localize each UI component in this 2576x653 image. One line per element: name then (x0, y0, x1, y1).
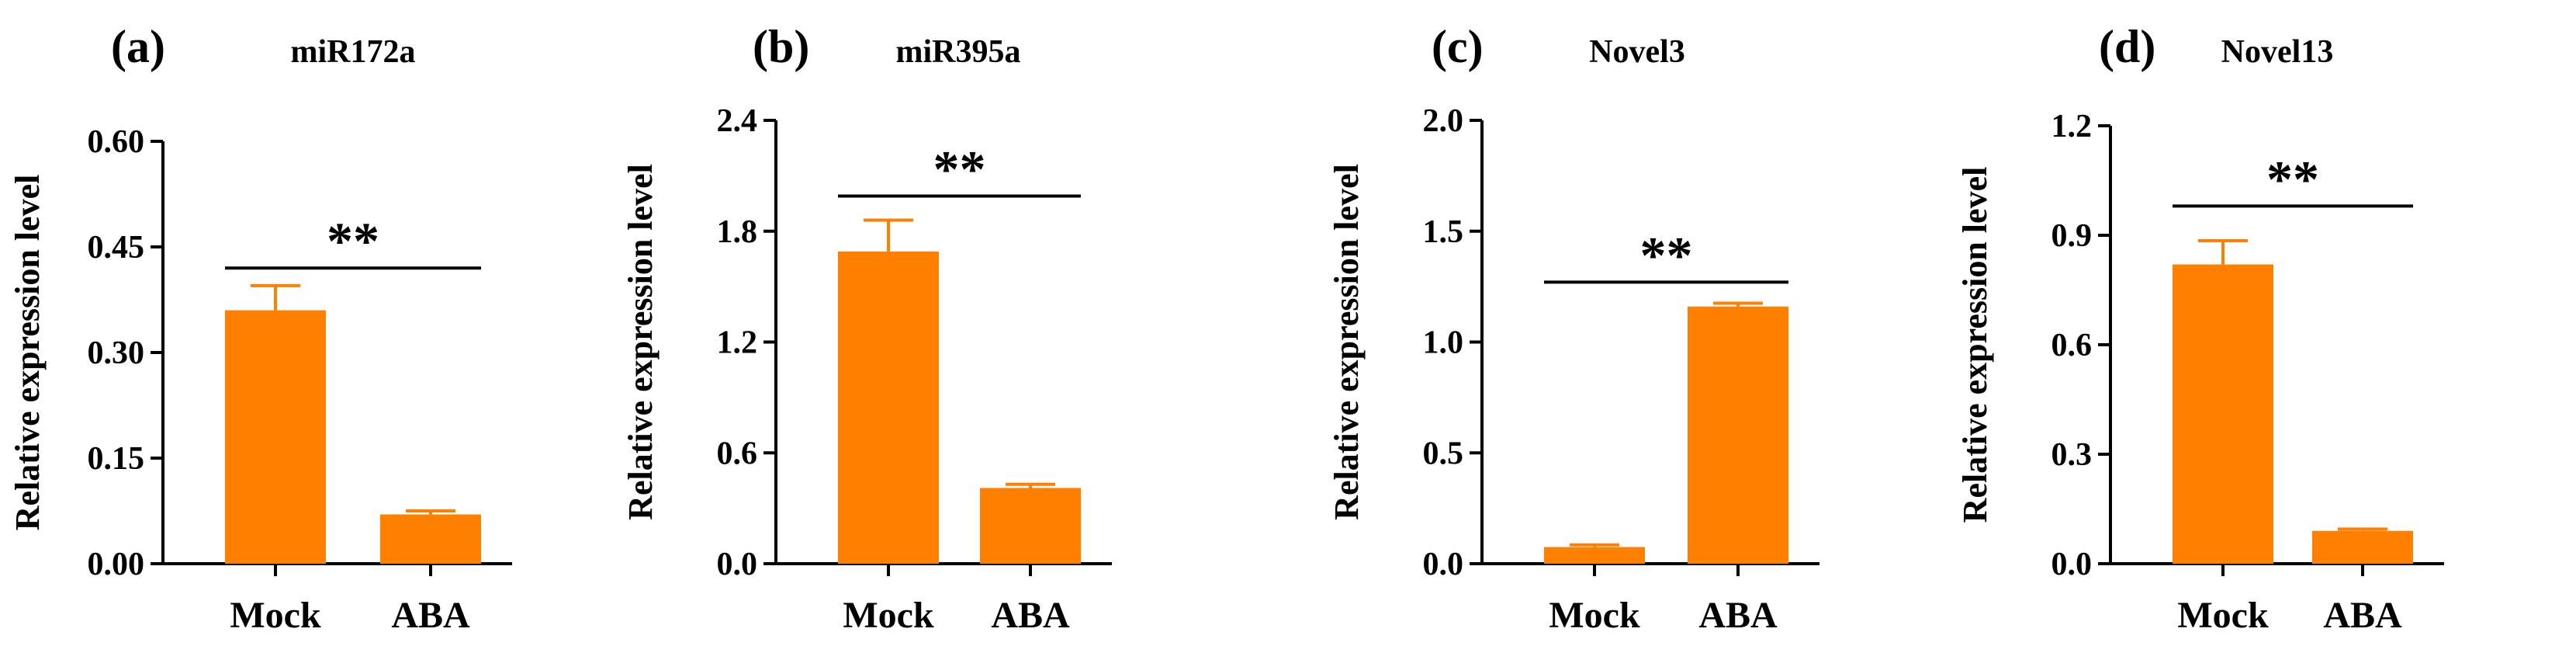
y-axis-label: Relative expression level (1328, 164, 1366, 520)
y-tick-label: 0.60 (88, 124, 145, 160)
x-tick-label: ABA (391, 595, 470, 636)
significance-label: ** (327, 211, 379, 270)
panel-label: (a) (111, 21, 165, 72)
significance-label: ** (1640, 225, 1693, 284)
x-tick-label: Mock (843, 595, 934, 636)
y-tick-label: 2.4 (717, 103, 758, 139)
y-tick-label: 1.0 (1423, 325, 1464, 361)
y-tick-label: 0.6 (2051, 328, 2093, 363)
bar-aba (1688, 306, 1788, 564)
x-tick-label: ABA (991, 595, 1070, 636)
bar-aba (380, 514, 481, 564)
chart-title: Novel13 (2221, 34, 2334, 70)
y-tick-label: 1.5 (1423, 214, 1464, 250)
chart-panel-d: (d) Novel13 0.0 0.3 0.6 0.9 1.2 Relative expres… (1956, 21, 2444, 636)
y-tick-label: 0.0 (717, 547, 758, 582)
y-tick-label: 0.3 (2051, 437, 2093, 473)
y-tick-label: 0.0 (1423, 547, 1464, 582)
chart-title: Novel3 (1589, 34, 1685, 70)
bar-mock (1544, 547, 1645, 564)
panel-label: (b) (753, 21, 809, 72)
chart-title: miR172a (291, 34, 416, 70)
bar-aba (2312, 530, 2413, 564)
y-tick-label: 0.15 (88, 441, 145, 477)
chart-panel-a: (a) miR172a 0.00 0.15 0.30 0.45 0.60 Relative e… (9, 21, 512, 636)
x-tick-label: Mock (1549, 595, 1640, 636)
y-tick-label: 0.6 (717, 436, 758, 471)
significance-label: ** (2266, 149, 2319, 208)
y-tick-label: 0.45 (88, 230, 145, 266)
y-tick-label: 0.5 (1423, 436, 1464, 471)
x-tick-label: Mock (230, 595, 321, 636)
panel-label: (d) (2099, 21, 2155, 72)
y-tick-label: 2.0 (1423, 103, 1464, 139)
y-tick-label: 1.8 (717, 214, 758, 250)
y-tick-label: 0.00 (88, 547, 145, 582)
y-tick-label: 1.2 (717, 325, 758, 361)
x-tick-label: ABA (2323, 595, 2402, 636)
bar-aba (980, 488, 1081, 564)
chart-title: miR395a (896, 34, 1021, 70)
x-tick-label: ABA (1698, 595, 1778, 636)
x-tick-label: Mock (2177, 595, 2269, 636)
y-tick-label: 1.2 (2051, 109, 2093, 144)
y-tick-label: 0.30 (88, 335, 145, 371)
bar-mock (225, 310, 326, 564)
chart-panel-b: (b) miR395a 0.0 0.6 1.2 1.8 2.4 Relative expres… (621, 21, 1112, 636)
significance-label: ** (933, 140, 986, 199)
panel-label: (c) (1432, 21, 1484, 72)
bar-mock (2173, 264, 2273, 564)
y-axis-label: Relative expression level (621, 164, 660, 520)
y-axis-label: Relative expression level (9, 175, 47, 531)
bar-mock (838, 251, 939, 564)
y-axis-label: Relative expression level (1956, 167, 1994, 523)
y-tick-label: 0.9 (2051, 218, 2093, 254)
chart-panel-c: (c) Novel3 0.0 0.5 1.0 1.5 2.0 Relative express… (1328, 21, 1819, 636)
y-tick-label: 0.0 (2051, 547, 2093, 582)
